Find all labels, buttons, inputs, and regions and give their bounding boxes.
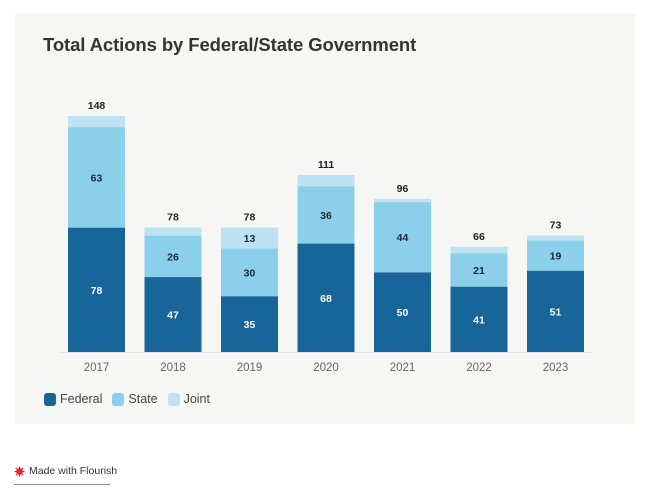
data-label-federal-2021: 50	[397, 307, 409, 319]
total-label-2023: 73	[550, 220, 562, 232]
legend: Federal State Joint	[44, 392, 220, 406]
bar-segment-joint-2017	[68, 116, 125, 128]
data-label-federal-2022: 41	[473, 314, 485, 326]
data-label-state-2019: 30	[244, 267, 256, 279]
bar-segment-federal-2022	[450, 286, 508, 352]
total-label-2021: 96	[397, 183, 409, 195]
total-label-2017: 148	[88, 100, 106, 112]
data-label-federal-2018: 47	[167, 310, 179, 322]
x-tick-label-2018: 2018	[160, 362, 186, 374]
data-label-federal-2020: 68	[320, 293, 332, 305]
data-label-state-2018: 26	[167, 251, 179, 263]
bar-segment-state-2022	[450, 253, 508, 287]
bar-segment-joint-2018	[144, 227, 202, 236]
bar-segment-state-2017	[68, 127, 125, 228]
data-label-state-2017: 63	[91, 172, 103, 184]
data-label-federal-2019: 35	[244, 319, 256, 331]
bar-segment-federal-2018	[144, 277, 202, 352]
bar-segment-state-2023	[527, 240, 584, 271]
total-label-2020: 111	[318, 159, 335, 171]
data-label-federal-2023: 51	[550, 306, 562, 318]
total-label-2019: 78	[244, 212, 256, 224]
legend-swatch-federal	[44, 392, 56, 406]
bar-segment-state-2020	[297, 186, 355, 244]
bar-segment-joint-2022	[450, 246, 508, 254]
legend-label: Federal	[60, 392, 103, 406]
stacked-bar-chart: 78 63 148 2017 47 26 78 2018 35 30 13 78 2019 68 36 111…	[60, 100, 592, 374]
x-tick-label-2019: 2019	[237, 362, 263, 374]
legend-label: State	[128, 392, 158, 406]
legend-label: Joint	[183, 392, 210, 406]
legend-item-state[interactable]: State	[112, 392, 158, 406]
bar-segment-federal-2021	[374, 272, 431, 352]
legend-swatch-state	[112, 392, 125, 406]
data-label-joint-2019: 13	[244, 233, 256, 245]
bar-segment-state-2021	[374, 202, 431, 273]
bar-segment-joint-2021	[374, 198, 431, 203]
data-label-state-2022: 21	[473, 265, 485, 277]
footer-underline	[14, 484, 110, 485]
bar-segment-joint-2023	[527, 235, 584, 241]
legend-item-joint[interactable]: Joint	[167, 392, 210, 406]
x-tick-label-2020: 2020	[313, 362, 339, 374]
bar-segment-federal-2019	[221, 296, 278, 352]
bar-segment-state-2018	[144, 235, 202, 278]
chart-title: Total Actions by Federal/State Governmen…	[43, 34, 417, 55]
x-tick-label-2021: 2021	[390, 362, 416, 374]
x-tick-label-2022: 2022	[466, 362, 492, 374]
data-label-state-2023: 19	[550, 251, 562, 263]
legend-item-federal[interactable]: Federal	[44, 392, 102, 406]
data-label-state-2020: 36	[320, 210, 332, 222]
x-tick-label-2023: 2023	[543, 362, 569, 374]
total-label-2022: 66	[473, 231, 485, 243]
data-label-federal-2017: 78	[91, 285, 103, 297]
data-label-state-2021: 44	[397, 232, 409, 244]
bar-segment-state-2019	[221, 248, 278, 297]
bar-segment-joint-2020	[297, 175, 355, 187]
total-label-2018: 78	[167, 212, 179, 224]
bar-segment-federal-2023	[527, 270, 584, 352]
bar-segment-federal-2017	[68, 227, 125, 352]
bar-segment-joint-2019	[221, 227, 278, 249]
chart-panel: Total Actions by Federal/State Governmen…	[15, 14, 635, 424]
bar-segment-federal-2020	[297, 243, 355, 352]
legend-swatch-joint	[167, 392, 180, 406]
made-with-flourish-link[interactable]: Made with Flourish	[14, 465, 117, 477]
footer-text: Made with Flourish	[29, 465, 118, 477]
flourish-icon	[14, 465, 25, 477]
x-tick-label-2017: 2017	[84, 362, 110, 374]
